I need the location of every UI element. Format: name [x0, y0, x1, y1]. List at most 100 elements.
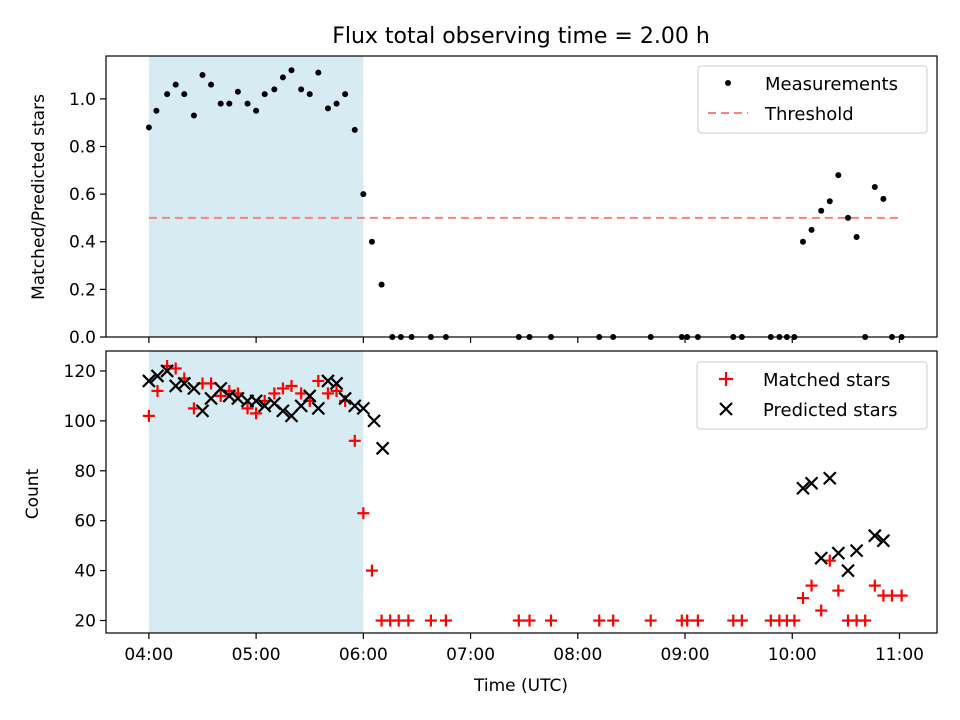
- matched-star-point: [365, 564, 378, 577]
- measurement-point: [378, 281, 385, 288]
- matched-star-point: [805, 579, 818, 592]
- measurement-point: [164, 91, 171, 98]
- predicted-star-point: [311, 401, 326, 416]
- measurement-point: [808, 226, 815, 233]
- matched-star-point: [295, 387, 308, 400]
- measurement-point: [145, 124, 152, 131]
- matched-star-point: [424, 614, 437, 627]
- ratio-shaded-interval: [148, 56, 364, 337]
- matched-star-point: [214, 389, 227, 402]
- measurement-point: [172, 81, 179, 88]
- predicted-star-point: [367, 414, 381, 428]
- measurement-point: [818, 207, 825, 214]
- measurement-point: [253, 107, 260, 114]
- predicted-star-point: [822, 471, 837, 486]
- measurement-point: [342, 91, 349, 98]
- measurement-point: [279, 74, 286, 81]
- matched-star-point: [276, 382, 289, 395]
- measurement-point: [181, 91, 188, 98]
- matched-star-point: [796, 592, 809, 605]
- measurement-point: [217, 100, 224, 107]
- measurement-point: [190, 112, 197, 119]
- ratio-axes-frame: [105, 55, 938, 338]
- measurement-point: [333, 100, 340, 107]
- legend-measurements-marker: [725, 80, 731, 86]
- predicted-star-point: [329, 376, 344, 391]
- count-xtick-label: 04:00: [124, 645, 173, 665]
- predicted-star-point: [249, 394, 263, 408]
- measurement-point: [288, 67, 295, 74]
- ratio-y-axis-label: Matched/Predicted stars: [29, 94, 49, 300]
- matched-star-point: [681, 614, 694, 627]
- count-ytick-label: 100: [64, 412, 96, 432]
- ratio-legend: Measurements Threshold: [697, 65, 928, 134]
- matched-star-point: [268, 387, 281, 400]
- chart-title: Flux total observing time = 2.00 h: [332, 24, 710, 49]
- predicted-star-point: [321, 374, 335, 388]
- measurement-point: [845, 214, 852, 221]
- matched-star-point: [285, 379, 298, 392]
- matched-star-point: [544, 614, 557, 627]
- measurement-point: [351, 126, 358, 133]
- matched-star-point: [187, 402, 200, 415]
- predicted-star-point: [142, 374, 156, 388]
- matched-star-point: [815, 604, 828, 617]
- measurement-point: [880, 195, 887, 202]
- legend-predicted-marker: [719, 402, 733, 416]
- measurement-point: [826, 198, 833, 205]
- measurement-point: [234, 88, 241, 95]
- measurement-point: [298, 86, 305, 93]
- measurement-point: [244, 100, 251, 107]
- predicted-star-point: [187, 381, 201, 396]
- ratio-x-ticks: [148, 337, 901, 343]
- count-predicted-stars: [142, 364, 891, 578]
- matched-star-point: [169, 362, 182, 375]
- matched-star-point: [593, 614, 606, 627]
- predicted-star-point: [375, 441, 390, 456]
- count-legend: Matched stars Predicted stars: [696, 361, 928, 430]
- predicted-star-point: [338, 391, 352, 406]
- matched-star-point: [151, 384, 164, 397]
- measurement-point: [306, 91, 313, 98]
- predicted-star-point: [276, 404, 290, 418]
- predicted-star-point: [876, 533, 891, 548]
- matched-star-point: [788, 614, 801, 627]
- predicted-star-point: [849, 543, 864, 558]
- legend-threshold-label: Threshold: [764, 104, 854, 125]
- count-panel: 20 40 60 80 100 120 04:00 05:00 06:00 07:00 08:00…: [23, 350, 938, 696]
- predicted-star-point: [160, 364, 174, 378]
- predicted-star-point: [796, 481, 810, 496]
- ratio-ytick-label: 0.4: [69, 233, 96, 253]
- matched-star-point: [895, 589, 908, 602]
- matched-star-point: [402, 614, 415, 627]
- count-ytick-label: 80: [74, 462, 96, 482]
- measurement-point: [261, 91, 268, 98]
- predicted-star-point: [356, 401, 371, 416]
- legend-matched-label: Matched stars: [763, 370, 890, 391]
- ratio-y-ticks: 0.0 0.2 0.4 0.6 0.8 1.0: [69, 90, 106, 348]
- predicted-star-point: [804, 476, 819, 491]
- ratio-ytick-label: 1.0: [69, 90, 96, 110]
- count-xtick-label: 11:00: [875, 645, 924, 665]
- ratio-ytick-label: 0.8: [69, 137, 96, 157]
- predicted-star-point: [222, 389, 237, 403]
- matched-star-point: [348, 434, 361, 447]
- count-xtick-label: 06:00: [339, 645, 388, 665]
- legend-predicted-label: Predicted stars: [763, 400, 897, 421]
- matched-star-point: [607, 614, 620, 627]
- count-ytick-label: 40: [74, 562, 96, 582]
- legend-matched-marker: [719, 372, 733, 386]
- measurement-point: [835, 172, 842, 179]
- predicted-star-point: [814, 551, 828, 565]
- ratio-panel: 0.0 0.2 0.4 0.6 0.8 1.0 Matched/Predicted sta…: [29, 55, 938, 348]
- count-xtick-label: 08:00: [553, 645, 602, 665]
- count-axes-frame: [105, 350, 938, 634]
- matched-star-point: [823, 554, 836, 567]
- measurement-point: [871, 183, 878, 190]
- matched-star-point: [832, 584, 845, 597]
- measurement-point: [208, 81, 215, 88]
- predicted-star-point: [231, 391, 245, 406]
- ratio-ytick-label: 0.6: [69, 185, 96, 205]
- predicted-star-point: [168, 379, 183, 393]
